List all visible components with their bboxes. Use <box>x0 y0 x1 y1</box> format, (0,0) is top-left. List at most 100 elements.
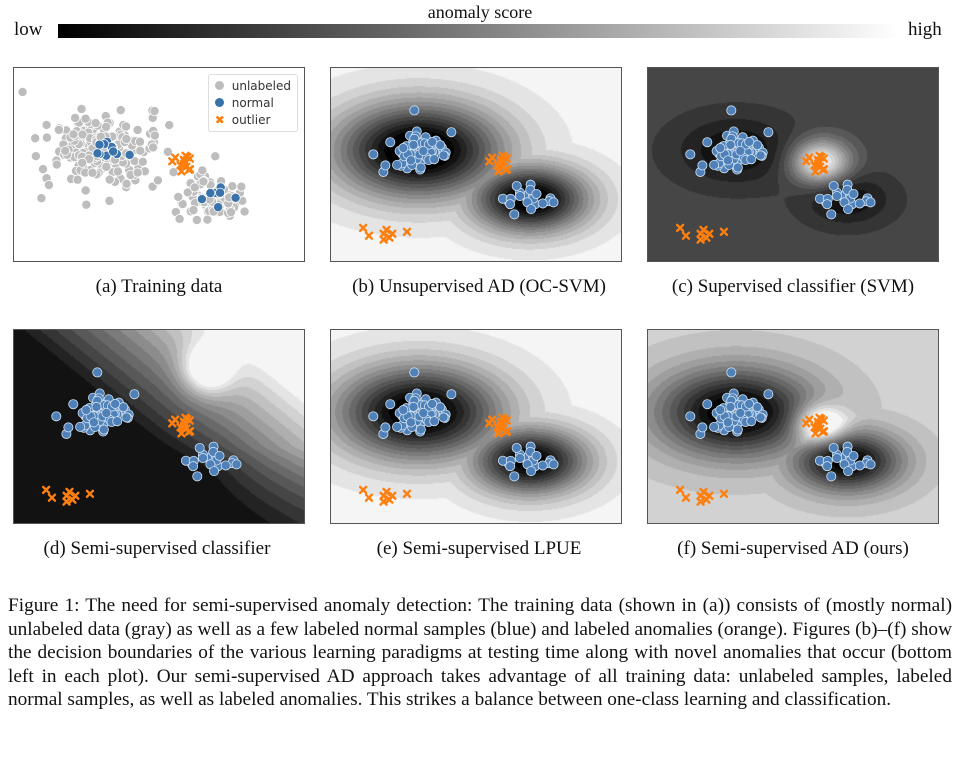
normal-point <box>509 209 520 220</box>
unlabeled-point <box>77 129 88 140</box>
normal-point <box>392 421 403 432</box>
unlabeled-point <box>239 206 250 217</box>
novel-anomaly-point <box>65 487 74 497</box>
unlabeled-point <box>132 124 143 135</box>
panel-caption-c: (c) Supervised classifier (SVM) <box>671 276 915 297</box>
panel-caption-e: (e) Semi-supervised LPUE <box>376 538 582 559</box>
normal-point <box>418 407 429 418</box>
novel-anomaly-point <box>85 489 95 498</box>
unlabeled-point <box>101 121 112 132</box>
normal-point <box>194 442 205 453</box>
novel-anomaly-point <box>388 491 397 500</box>
normal-point <box>110 398 121 409</box>
outlier-point <box>494 429 503 438</box>
normal-point <box>405 417 416 428</box>
scatter-points <box>41 367 242 506</box>
anomaly-score-contour <box>648 68 938 261</box>
normal-point <box>51 411 62 422</box>
normal-point <box>526 204 537 215</box>
outlier-point <box>817 414 826 424</box>
unlabeled-point <box>162 146 173 157</box>
normal-point <box>685 411 696 422</box>
normal-point <box>92 148 103 159</box>
unlabeled-point <box>227 181 238 192</box>
normal-point <box>121 412 132 423</box>
circle-marker-icon <box>214 98 224 107</box>
normal-point <box>843 204 854 215</box>
normal-point <box>831 191 842 202</box>
unlabeled-point <box>76 103 87 114</box>
novel-anomaly-point <box>364 231 374 240</box>
normal-point <box>831 453 842 464</box>
anomaly-score-contour <box>14 330 304 523</box>
outlier-point <box>494 167 503 176</box>
unlabeled-point <box>17 86 28 97</box>
unlabeled-point <box>198 176 209 187</box>
legend-item-outlier: ✖ outlier <box>215 111 291 128</box>
normal-point <box>744 136 755 147</box>
panel-caption-f: (f) Semi-supervised AD (ours) <box>677 538 909 559</box>
normal-point <box>744 398 755 409</box>
normal-point <box>697 160 708 171</box>
unlabeled-point <box>177 199 188 210</box>
novel-anomaly-point <box>719 489 729 498</box>
unlabeled-point <box>41 132 52 143</box>
figure-caption: Figure 1: The need for semi-supervised a… <box>8 595 952 711</box>
unlabeled-point <box>173 191 184 202</box>
normal-point <box>526 466 537 477</box>
novel-anomaly-point <box>62 497 71 506</box>
unlabeled-point <box>134 136 145 147</box>
normal-point <box>108 146 119 157</box>
normal-point <box>722 155 733 166</box>
novel-anomaly-point <box>382 487 391 497</box>
normal-point <box>94 139 105 150</box>
outlier-point <box>177 429 186 438</box>
novel-anomaly-point <box>364 493 374 502</box>
normal-point <box>746 416 757 427</box>
normal-point <box>92 367 103 378</box>
normal-point <box>214 450 225 461</box>
legend-label: outlier <box>231 112 271 127</box>
unlabeled-point <box>121 178 132 189</box>
normal-point <box>531 188 542 199</box>
outlier-point <box>485 419 494 428</box>
outlier-point <box>502 427 512 436</box>
novel-anomaly-point <box>41 485 51 495</box>
normal-point <box>409 367 420 378</box>
normal-point <box>722 417 733 428</box>
outlier-point <box>819 165 829 174</box>
normal-point <box>68 399 79 410</box>
unlabeled-point <box>104 195 115 206</box>
panel-caption-d: (d) Semi-supervised classifier <box>43 538 271 559</box>
normal-point <box>220 460 231 471</box>
novel-anomaly-point <box>705 229 714 238</box>
normal-point <box>385 399 396 410</box>
normal-point <box>514 191 525 202</box>
normal-point <box>735 407 746 418</box>
unlabeled-point <box>43 180 54 191</box>
normal-point <box>826 471 837 482</box>
novel-anomaly-point <box>705 491 714 500</box>
unlabeled-point <box>90 118 101 129</box>
normal-point <box>537 198 548 209</box>
outlier-point <box>485 157 494 166</box>
normal-point <box>732 424 743 435</box>
novel-anomaly-point <box>402 489 412 498</box>
normal-point <box>368 411 379 422</box>
normal-point <box>848 450 859 461</box>
normal-point <box>385 137 396 148</box>
unlabeled-point <box>121 133 132 144</box>
outlier-point <box>802 157 811 166</box>
novel-anomaly-point <box>675 485 685 495</box>
scatter-points <box>675 105 876 244</box>
outlier-point <box>183 152 192 162</box>
normal-point <box>63 422 74 433</box>
novel-anomaly-point <box>388 229 397 238</box>
normal-point <box>735 145 746 156</box>
panel-caption-b: (b) Unsupervised AD (OC-SVM) <box>352 276 606 297</box>
normal-point <box>755 150 766 161</box>
unlabeled-point <box>164 120 175 131</box>
unlabeled-point <box>80 113 91 124</box>
panel-caption-a: (a) Training data <box>95 276 223 297</box>
